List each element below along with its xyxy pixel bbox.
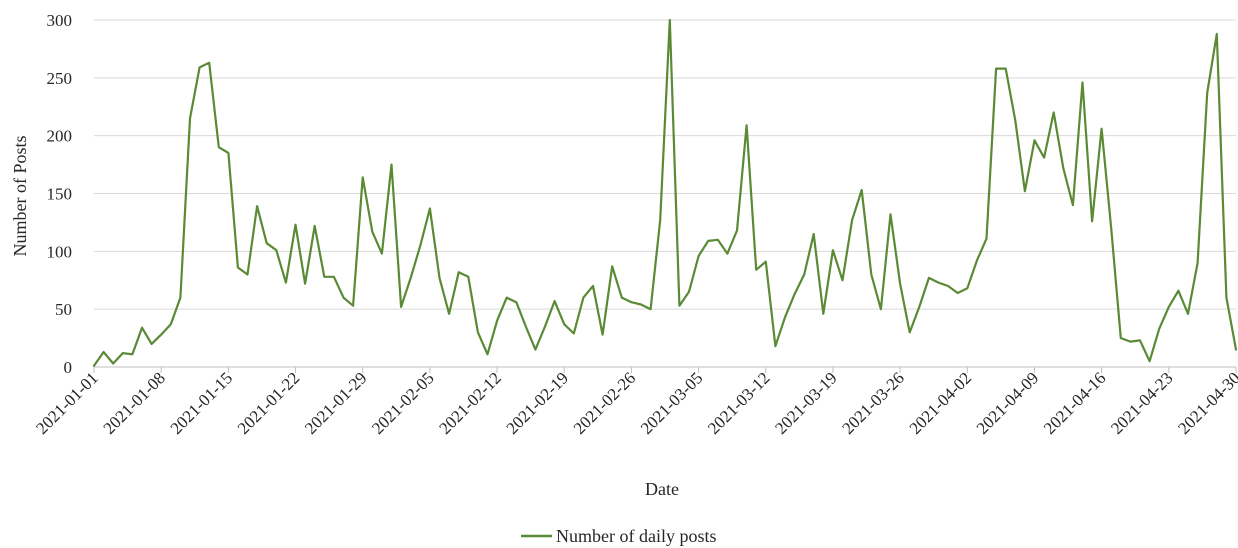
x-tick-label: 2021-04-09 <box>973 368 1043 438</box>
x-tick-label: 2021-04-23 <box>1107 368 1177 438</box>
x-tick-label: 2021-03-19 <box>771 368 841 438</box>
x-tick-labels: 2021-01-012021-01-082021-01-152021-01-22… <box>32 368 1238 438</box>
y-tick-label: 250 <box>47 69 73 88</box>
y-tick-labels: 0 50 100 150 200 250 300 <box>47 11 73 377</box>
x-tick-label: 2021-04-16 <box>1040 368 1110 438</box>
x-tick-label: 2021-04-02 <box>906 368 976 438</box>
x-tick-label: 2021-02-26 <box>570 368 640 438</box>
x-tick-label: 2021-02-05 <box>368 368 438 438</box>
series-lines <box>92 18 1238 367</box>
axes <box>93 366 1237 373</box>
x-tick-label: 2021-01-22 <box>234 368 304 438</box>
x-tick-label: 2021-03-26 <box>838 368 908 438</box>
x-tick-label: 2021-01-29 <box>301 368 371 438</box>
series-line-number-of-daily-posts <box>92 18 1238 367</box>
legend-label: Number of daily posts <box>556 526 716 546</box>
y-axis-title: Number of Posts <box>10 136 30 257</box>
gridlines <box>94 19 1236 310</box>
y-tick-label: 300 <box>47 11 73 30</box>
y-tick-label: 100 <box>47 242 73 261</box>
y-tick-label: 0 <box>64 358 73 377</box>
x-tick-label: 2021-02-12 <box>435 368 505 438</box>
x-tick-label: 2021-03-12 <box>704 368 774 438</box>
x-axis-title: Date <box>645 479 679 499</box>
legend: Number of daily posts <box>521 526 716 546</box>
x-tick-label: 2021-01-08 <box>99 368 169 438</box>
y-tick-label: 200 <box>47 127 73 146</box>
x-tick-label: 2021-04-30 <box>1174 368 1238 438</box>
x-tick-label: 2021-02-19 <box>503 368 573 438</box>
x-tick-label: 2021-01-01 <box>32 368 102 438</box>
x-tick-label: 2021-01-15 <box>167 368 237 438</box>
y-tick-label: 150 <box>47 185 73 204</box>
x-tick-label: 2021-03-05 <box>637 368 707 438</box>
y-tick-label: 50 <box>55 300 72 319</box>
